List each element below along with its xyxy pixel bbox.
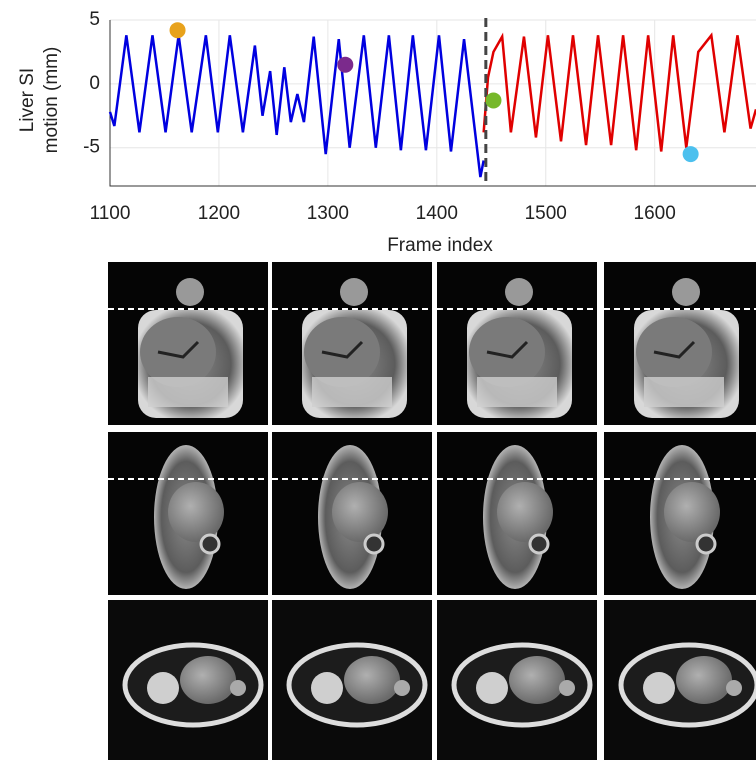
x-tick-label: 1400 — [416, 203, 458, 224]
y-tick-label: -5 — [83, 137, 100, 158]
x-tick-label: 1500 — [525, 203, 567, 224]
marker — [337, 56, 354, 73]
marker — [169, 22, 186, 39]
x-axis-label: Frame index — [387, 235, 493, 256]
axes — [109, 20, 756, 187]
image-grid — [108, 260, 756, 760]
line — [108, 35, 485, 178]
y-axis-label: motion (mm) — [41, 47, 62, 154]
x-tick-label: 1600 — [634, 203, 676, 224]
marker — [682, 146, 699, 163]
marker — [485, 92, 502, 109]
y-tick-label: 0 — [89, 73, 100, 94]
y-axis-label: Liver SI — [17, 68, 38, 132]
x-tick-label: 1300 — [307, 203, 349, 224]
line — [482, 32, 756, 152]
x-tick-label: 1200 — [198, 203, 240, 224]
y-tick-label: 5 — [89, 9, 100, 30]
x-tick-label: 1100 — [90, 203, 131, 224]
